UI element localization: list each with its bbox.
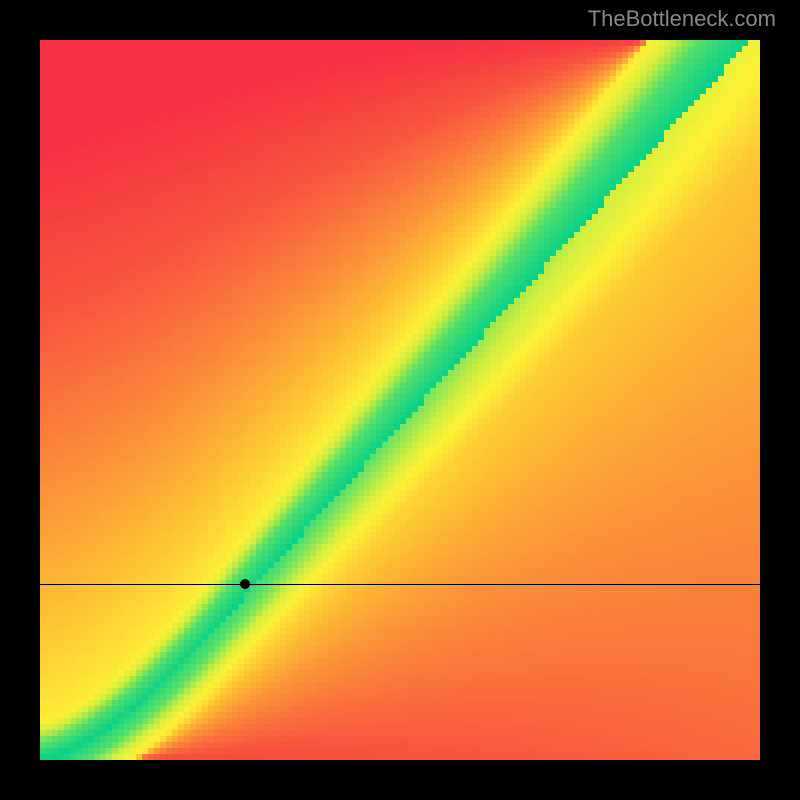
watermark-text: TheBottleneck.com <box>588 6 776 32</box>
heatmap-plot <box>40 40 760 760</box>
heatmap-canvas <box>40 40 760 760</box>
crosshair-horizontal <box>40 584 760 585</box>
marker-dot <box>240 579 250 589</box>
